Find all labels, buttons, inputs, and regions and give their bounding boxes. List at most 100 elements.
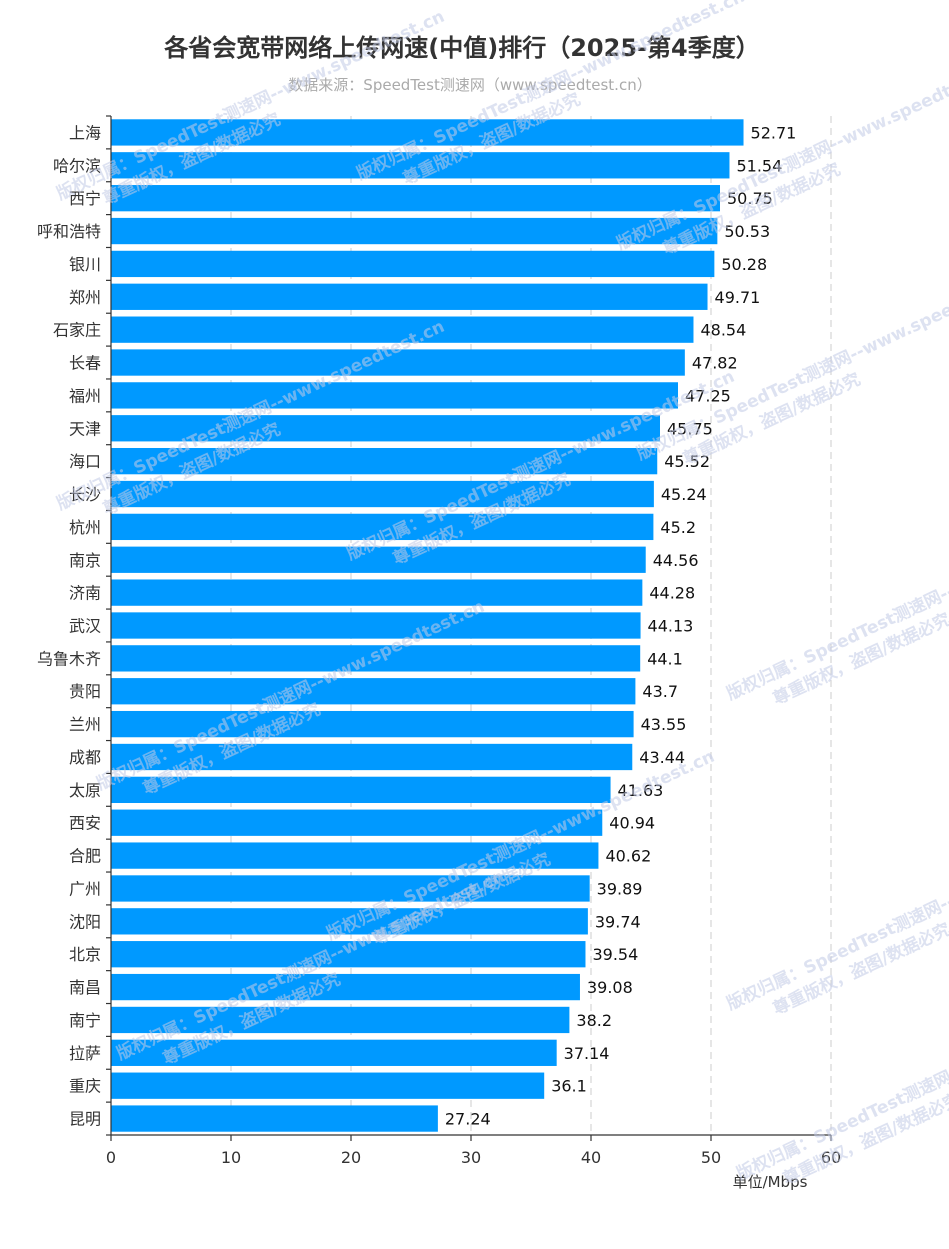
bar [111, 809, 603, 836]
category-label: 贵阳 [69, 682, 101, 701]
value-label: 45.75 [667, 419, 713, 438]
category-label: 武汉 [69, 617, 101, 636]
bar [111, 1072, 545, 1099]
axes [106, 115, 832, 1141]
bar [111, 316, 694, 343]
value-label: 51.54 [736, 156, 782, 175]
category-label: 郑州 [69, 288, 101, 307]
value-label: 50.53 [724, 222, 770, 241]
value-label: 39.74 [595, 912, 641, 931]
bar [111, 185, 720, 212]
value-label: 45.52 [664, 452, 710, 471]
bars [111, 119, 744, 1132]
value-label: 40.94 [609, 814, 655, 833]
value-label: 27.24 [445, 1110, 491, 1129]
bar [111, 349, 685, 376]
bar [111, 645, 641, 672]
value-label: 39.89 [597, 879, 643, 898]
watermark: 版权归属：SpeedTest测速网--www.speedtest.cn尊重版权，… [723, 506, 949, 710]
value-label: 44.56 [653, 551, 699, 570]
category-label: 上海 [69, 123, 101, 142]
bar [111, 1105, 438, 1132]
bar [111, 743, 633, 771]
value-label: 44.1 [647, 649, 683, 668]
category-label: 海口 [69, 452, 101, 471]
value-label: 50.28 [721, 255, 767, 274]
category-label: 沈阳 [69, 912, 101, 931]
bar [111, 546, 646, 573]
value-label: 50.75 [727, 189, 773, 208]
bar [111, 119, 744, 146]
bar [111, 217, 718, 245]
bar [111, 941, 586, 968]
bar [111, 710, 634, 738]
category-label: 太原 [69, 781, 101, 800]
value-label: 41.63 [618, 781, 664, 800]
bar [111, 283, 708, 310]
category-label: 西安 [69, 814, 101, 833]
category-label: 哈尔滨 [53, 156, 101, 175]
bar [111, 842, 599, 869]
bar [111, 678, 636, 705]
value-label: 48.54 [700, 321, 746, 340]
category-label: 合肥 [69, 847, 101, 866]
value-label: 52.71 [751, 123, 797, 142]
bar [111, 513, 654, 541]
category-label: 呼和浩特 [37, 222, 101, 241]
unit-label: 单位/Mbps [733, 1173, 808, 1191]
category-label: 北京 [69, 945, 101, 964]
value-label: 43.55 [641, 715, 687, 734]
category-label: 重庆 [69, 1077, 101, 1096]
bar [111, 612, 641, 639]
watermark: 版权归属：SpeedTest测速网--www.speedtest.cn尊重版权，… [733, 986, 949, 1190]
x-tick-label: 10 [221, 1148, 241, 1167]
category-label: 乌鲁木齐 [37, 649, 101, 668]
value-label: 40.62 [605, 847, 651, 866]
value-label: 45.24 [661, 485, 707, 504]
category-label: 南京 [69, 551, 101, 570]
category-label: 济南 [69, 584, 101, 603]
bar [111, 973, 580, 1001]
category-label: 兰州 [69, 715, 101, 734]
bar [111, 152, 730, 179]
category-label: 成都 [69, 748, 101, 767]
category-label: 拉萨 [69, 1044, 101, 1063]
bar [111, 480, 654, 508]
value-label: 36.1 [551, 1077, 587, 1096]
category-label: 西宁 [69, 189, 101, 208]
bar [111, 250, 715, 278]
x-tick-label: 30 [461, 1148, 481, 1167]
value-label: 43.44 [639, 748, 685, 767]
bar [111, 382, 678, 409]
labels: 上海 52.71 哈尔滨 51.54 西宁 50.75 呼和浩特 50.53 银川 50.28 郑州… [37, 123, 841, 1167]
value-label: 47.25 [685, 386, 731, 405]
chart-title: 各省会宽带网络上传网速(中值)排行（2025-第4季度） [163, 34, 759, 62]
chart-subtitle: 数据来源：SpeedTest测速网（www.speedtest.cn） [288, 76, 651, 94]
category-label: 石家庄 [53, 321, 101, 340]
category-label: 天津 [69, 419, 101, 438]
category-label: 长春 [69, 354, 101, 373]
x-tick-label: 60 [821, 1148, 841, 1167]
bar [111, 1006, 570, 1034]
category-label: 昆明 [69, 1110, 101, 1129]
x-tick-label: 50 [701, 1148, 721, 1167]
bar [111, 776, 611, 804]
value-label: 44.13 [648, 617, 694, 636]
category-label: 银川 [69, 255, 101, 274]
value-label: 44.28 [649, 584, 695, 603]
bar [111, 1039, 557, 1066]
x-tick-label: 0 [106, 1148, 116, 1167]
bar [111, 908, 588, 935]
value-label: 38.2 [576, 1011, 612, 1030]
category-label: 长沙 [69, 485, 101, 504]
category-label: 南宁 [69, 1011, 101, 1030]
value-label: 43.7 [642, 682, 678, 701]
x-tick-label: 20 [341, 1148, 361, 1167]
value-label: 37.14 [564, 1044, 610, 1063]
bar [111, 447, 658, 475]
x-tick-label: 40 [581, 1148, 601, 1167]
bar [111, 579, 643, 606]
category-label: 杭州 [69, 518, 101, 537]
value-label: 45.2 [660, 518, 696, 537]
